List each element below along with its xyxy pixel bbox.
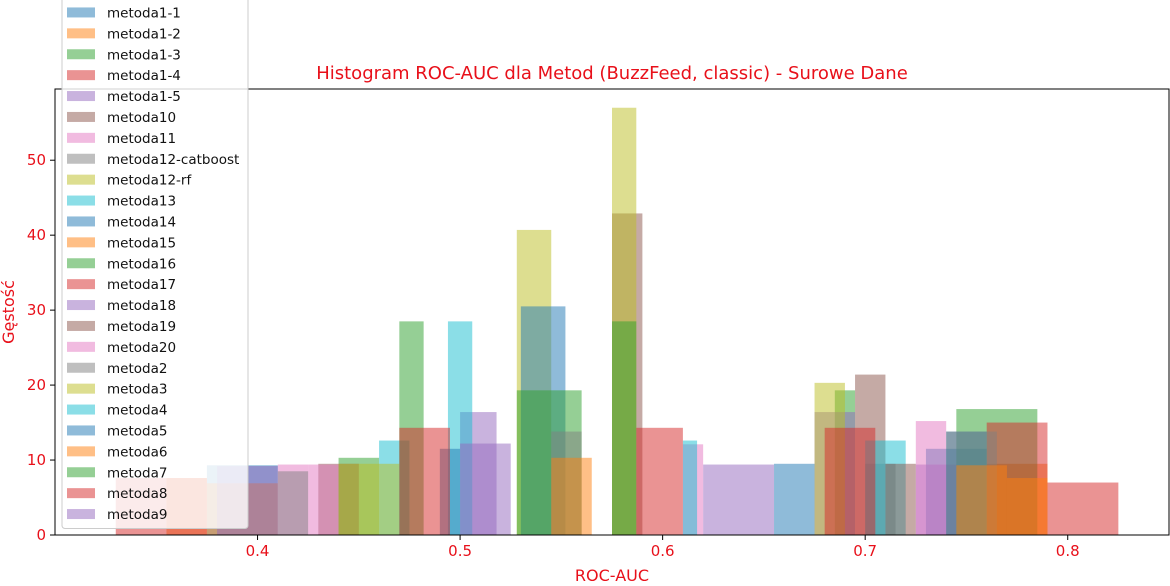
y-tick-label: 0	[36, 526, 46, 544]
bar-metoda20-1	[915, 421, 947, 535]
bar-metoda15-1	[1006, 478, 1048, 535]
histogram-bars	[115, 107, 1119, 536]
bar-metoda19-1	[885, 463, 916, 535]
legend-entry-label: metoda11	[107, 131, 176, 147]
legend-box	[61, 0, 249, 529]
x-axis-ticks: 0.4 0.5 0.6 0.7 0.8	[246, 535, 1080, 560]
y-axis-label: Gęstość	[0, 280, 18, 344]
y-tick-label: 10	[27, 451, 46, 469]
bar-metoda20-0	[308, 464, 339, 535]
legend-entry-label: metoda5	[107, 423, 167, 439]
legend-swatch	[67, 174, 95, 185]
legend-entry-label: metoda1-5	[107, 89, 181, 105]
legend-entry-label: metoda15	[107, 235, 176, 251]
legend-swatch	[67, 362, 95, 373]
legend-swatch	[67, 300, 95, 311]
legend-swatch	[67, 237, 95, 248]
legend-swatch	[67, 425, 95, 436]
bar-metoda3-0	[338, 463, 400, 535]
legend-entry-label: metoda16	[107, 256, 176, 272]
legend-swatch	[67, 153, 95, 164]
legend-entry-label: metoda3	[107, 382, 167, 398]
legend-swatch	[67, 70, 95, 81]
y-tick-label: 20	[27, 376, 46, 394]
bar-metoda8-1	[636, 427, 683, 535]
chart-title: Histogram ROC-AUC dla Metod (BuzzFeed, c…	[316, 63, 908, 84]
legend-entry-label: metoda13	[107, 194, 176, 210]
x-tick-label: 0.7	[853, 542, 877, 560]
y-axis-ticks: 0 10 20 30 40 50	[27, 151, 55, 544]
plot-area-frame	[54, 88, 1170, 536]
bar-metoda8-2	[824, 427, 876, 535]
x-axis-label: ROC-AUC	[575, 566, 649, 585]
legend-entry-label: metoda9	[107, 507, 167, 523]
x-tick-label: 0.4	[246, 542, 270, 560]
legend-swatch	[67, 467, 95, 478]
bar-metoda1-5-0	[703, 464, 775, 535]
legend-swatch	[67, 111, 95, 122]
x-tick-label: 0.6	[651, 542, 675, 560]
legend-entry-label: metoda2	[107, 361, 167, 377]
legend-swatch	[67, 195, 95, 206]
legend-swatch	[67, 132, 95, 143]
legend-swatch	[67, 341, 95, 352]
legend-entry-label: metoda6	[107, 444, 167, 460]
legend: metoda1-1 metoda1-2 metoda1-3 metoda1-4 meto…	[61, 0, 249, 529]
legend-swatch	[67, 91, 95, 102]
x-tick-label: 0.5	[448, 542, 472, 560]
legend-swatch	[67, 446, 95, 457]
legend-swatch	[67, 7, 95, 18]
x-tick-label: 0.8	[1056, 542, 1080, 560]
bar-metoda17-1	[1047, 482, 1119, 535]
legend-entry-label: metoda12-rf	[107, 173, 192, 189]
legend-entry-label: metoda10	[107, 110, 176, 126]
legend-entry-label: metoda1-3	[107, 47, 181, 63]
y-tick-label: 30	[27, 301, 46, 319]
bar-metoda12-catboost-0	[277, 471, 309, 535]
legend-swatch	[67, 404, 95, 415]
legend-entry-label: metoda20	[107, 340, 176, 356]
legend-entry-label: metoda18	[107, 298, 176, 314]
legend-swatch	[67, 49, 95, 60]
legend-swatch	[67, 279, 95, 290]
legend-entry-label: metoda17	[107, 277, 176, 293]
legend-swatch	[67, 258, 95, 269]
bar-metoda9-1	[460, 443, 511, 535]
legend-entry-label: metoda1-2	[107, 26, 181, 42]
bar-metoda8-0	[399, 427, 450, 535]
legend-swatch	[67, 320, 95, 331]
bar-metoda6-0	[551, 457, 592, 535]
legend-swatch	[67, 216, 95, 227]
legend-entry-label: metoda12-catboost	[107, 152, 239, 168]
bar-metoda6-1	[956, 465, 1007, 535]
legend-swatch	[67, 383, 95, 394]
legend-entry-label: metoda1-1	[107, 5, 181, 21]
y-tick-label: 40	[27, 226, 46, 244]
bar-metoda7-1	[612, 321, 637, 535]
legend-entry-label: metoda19	[107, 319, 176, 335]
legend-entry-label: metoda8	[107, 486, 167, 502]
legend-entry-label: metoda4	[107, 403, 167, 419]
bar-metoda5-1	[774, 463, 815, 535]
legend-swatch	[67, 509, 95, 520]
legend-entry-label: metoda1-4	[107, 68, 181, 84]
legend-swatch	[67, 488, 95, 499]
legend-entry-label: metoda7	[107, 465, 167, 481]
bar-metoda4-1	[682, 440, 698, 535]
legend-entry-label: metoda14	[107, 214, 176, 230]
legend-swatch	[67, 28, 95, 39]
y-tick-label: 50	[27, 151, 46, 169]
